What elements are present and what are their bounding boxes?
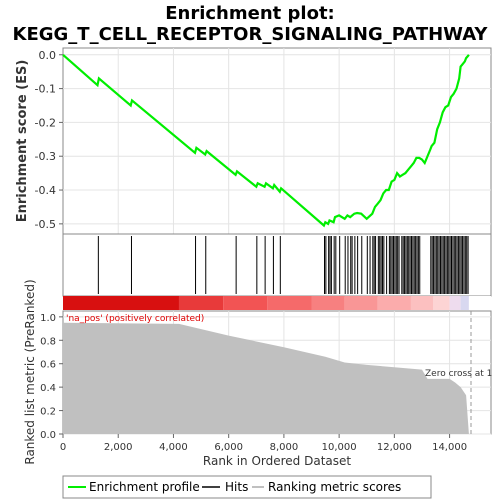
color-band-segment	[460, 296, 469, 310]
es-panel	[62, 47, 492, 235]
x-tick-label: 14,000	[432, 442, 467, 453]
metric-y-ticks: 0.0 0.2 0.4 0.6 0.8 1.0	[40, 313, 63, 441]
es-y-tick-label: -0.3	[35, 150, 56, 163]
color-band-segment	[377, 296, 411, 310]
es-y-tick-label: -0.2	[35, 116, 56, 129]
legend-item-hits: Hits	[202, 480, 248, 494]
metric-y-tick-label: 0.2	[40, 407, 56, 418]
x-tick-label: 10,000	[322, 442, 357, 453]
zero-cross-label: Zero cross at 1	[425, 369, 492, 379]
color-band-segment	[178, 296, 224, 310]
legend-item-metric: Ranking metric scores	[252, 480, 401, 494]
legend-box	[62, 475, 432, 499]
metric-y-tick-label: 0.4	[40, 383, 56, 394]
x-tick-label: 8,000	[270, 442, 299, 453]
x-tick-label: 2,000	[104, 442, 133, 453]
positive-correlated-label: 'na_pos' (positively correlated)	[66, 314, 204, 324]
es-profile-line	[62, 53, 470, 228]
es-y-ticks: 0.0 -0.1 -0.2 -0.3 -0.4 -0.5	[35, 49, 63, 231]
es-y-tick-label: -0.5	[35, 218, 56, 231]
es-y-tick-label: -0.4	[35, 184, 56, 197]
color-band-segment	[410, 296, 434, 310]
hits-panel	[62, 233, 492, 297]
color-band-segment	[223, 296, 268, 310]
metric-y-tick-label: 0.8	[40, 336, 56, 347]
color-band-segment	[311, 296, 345, 310]
es-y-axis-label: Enrichment score (ES)	[15, 60, 30, 223]
color-band-segment	[63, 296, 179, 310]
x-tick-label: 0	[60, 442, 66, 453]
color-band-segment	[449, 296, 461, 310]
chart-title-line1: Enrichment plot:	[165, 3, 335, 24]
metric-y-tick-label: 0.6	[40, 360, 56, 371]
metric-y-tick-label: 1.0	[40, 313, 56, 324]
x-tick-label: 6,000	[214, 442, 243, 453]
x-axis-label: Rank in Ordered Dataset	[203, 454, 351, 468]
x-tick-label: 4,000	[159, 442, 188, 453]
legend-label-enrichment: Enrichment profile	[89, 480, 200, 494]
metric-y-tick-label: 0.0	[40, 430, 56, 441]
es-y-tick-label: -0.1	[35, 83, 56, 96]
legend-item-enrichment: Enrichment profile	[68, 480, 200, 494]
legend-label-hits: Hits	[225, 480, 248, 494]
color-band-segment	[267, 296, 312, 310]
metric-y-axis-label: Ranked list metric (PreRanked)	[23, 279, 37, 464]
ranked-metric-area	[63, 322, 469, 434]
color-band-segment	[433, 296, 450, 310]
chart-title-line2: KEGG_T_CELL_RECEPTOR_SIGNALING_PATHWAY	[13, 24, 489, 45]
color-band-segment	[344, 296, 378, 310]
es-y-tick-label: 0.0	[39, 49, 57, 62]
ranked-color-band	[63, 296, 491, 310]
x-tick-label: 12,000	[377, 442, 412, 453]
color-band-empty	[468, 296, 491, 310]
legend-label-metric: Ranking metric scores	[268, 480, 401, 494]
x-axis-ticks: 0 2,000 4,000 6,000 8,000 10,000 12,000 14,000	[60, 434, 467, 453]
hits-markers	[97, 236, 469, 294]
